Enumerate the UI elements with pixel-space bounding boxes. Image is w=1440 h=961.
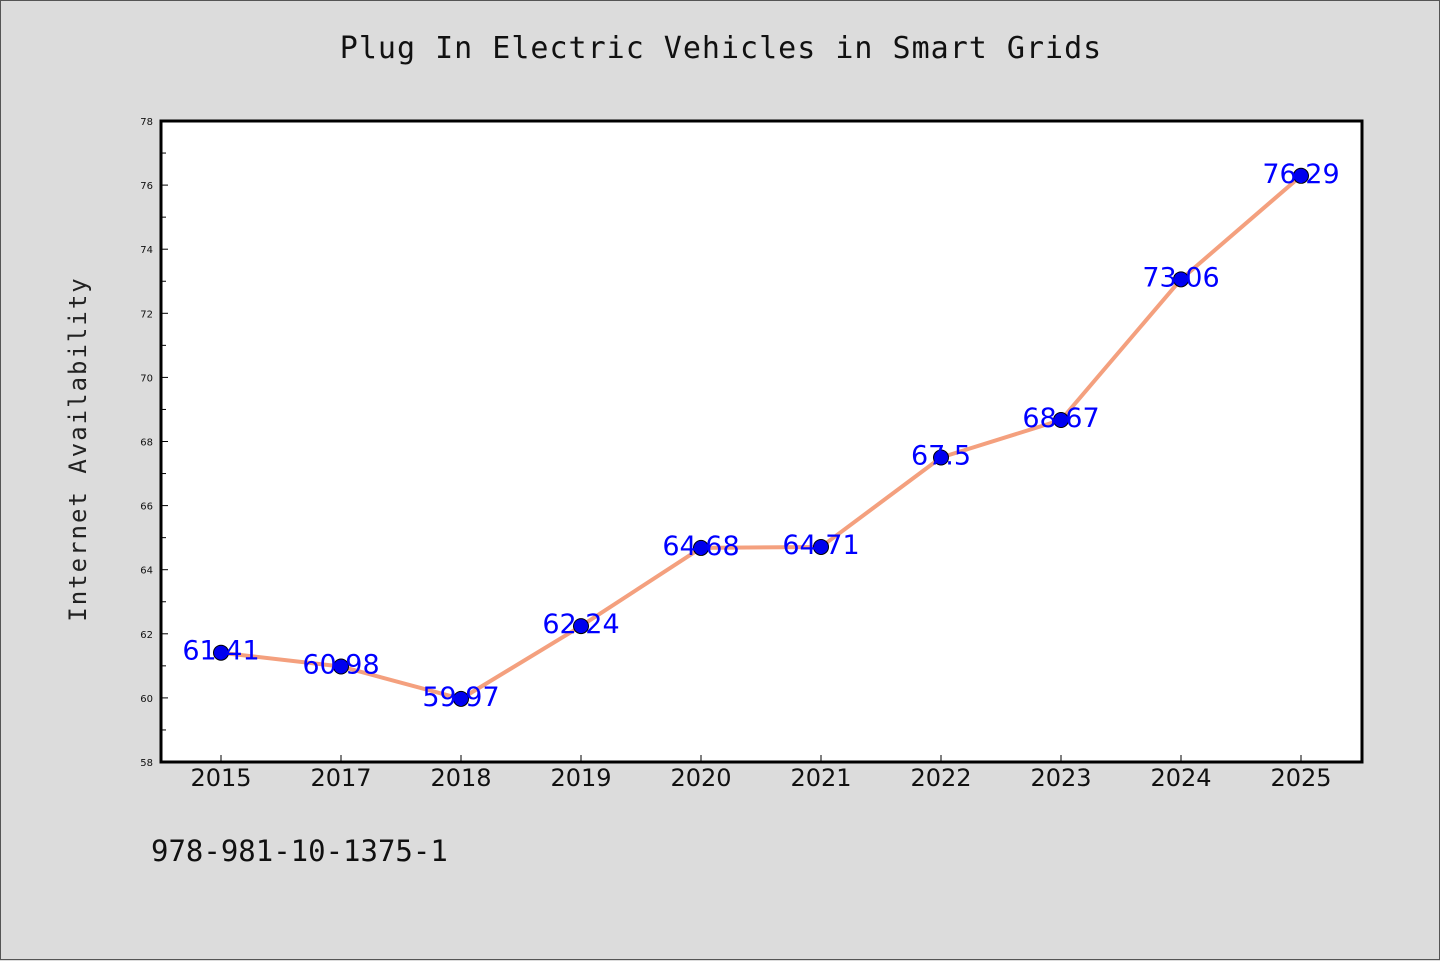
data-label: 64.71 — [782, 530, 859, 561]
plot-frame — [159, 119, 1364, 764]
x-tick-label: 2022 — [910, 764, 971, 792]
chart-title: Plug In Electric Vehicles in Smart Grids — [339, 31, 1103, 66]
data-label: 76.29 — [1262, 159, 1339, 190]
y-tick-label: 58 — [140, 758, 153, 769]
y-axis-ticks: 58 60 62 64 66 68 70 72 74 76 78 — [140, 117, 168, 769]
data-point-marker — [1053, 412, 1069, 429]
data-label: 61.41 — [182, 636, 259, 667]
y-tick-label: 68 — [140, 438, 153, 449]
data-label: 64.68 — [662, 531, 739, 562]
data-label: 60.98 — [302, 649, 379, 680]
data-point-marker — [453, 690, 469, 707]
data-point-marker — [213, 644, 229, 661]
data-label: 59.97 — [422, 682, 499, 713]
y-tick-label: 72 — [140, 309, 153, 320]
data-labels: 61.41 60.98 59.97 62.24 64.68 64.71 67.5 68.67 7… — [182, 159, 1339, 713]
x-tick-label: 2019 — [550, 764, 611, 792]
data-label: 62.24 — [542, 609, 619, 640]
data-series — [213, 167, 1309, 707]
series-line — [219, 173, 1303, 701]
y-tick-label: 62 — [140, 630, 153, 641]
data-point-marker — [813, 538, 829, 555]
data-point-marker — [573, 618, 589, 635]
x-tick-label: 2024 — [1150, 764, 1211, 792]
x-tick-label: 2021 — [790, 764, 851, 792]
data-label: 73.06 — [1142, 262, 1219, 293]
x-tick-label: 2015 — [190, 764, 251, 792]
data-point-marker — [693, 539, 709, 556]
data-label: 68.67 — [1022, 403, 1099, 434]
data-point-marker — [1173, 271, 1189, 288]
footer-identifier: 978-981-10-1375-1 — [151, 834, 448, 868]
data-point-marker — [1293, 167, 1309, 184]
x-tick-label: 2020 — [670, 764, 731, 792]
data-label: 67.5 — [911, 441, 971, 472]
y-tick-label: 60 — [140, 694, 153, 705]
x-axis-ticks: 2015 2017 2018 2019 2020 2021 2022 2023 2024 2025 — [190, 755, 1332, 792]
x-tick-label: 2023 — [1030, 764, 1091, 792]
x-tick-label: 2017 — [310, 764, 371, 792]
data-point-marker — [933, 449, 949, 466]
y-tick-label: 76 — [140, 181, 153, 192]
y-tick-label: 78 — [140, 117, 153, 128]
y-tick-label: 70 — [140, 373, 153, 384]
data-point-marker — [333, 658, 349, 675]
x-tick-label: 2025 — [1270, 764, 1331, 792]
x-tick-label: 2018 — [430, 764, 491, 792]
y-tick-label: 74 — [140, 245, 153, 256]
y-tick-label: 66 — [140, 502, 153, 513]
y-tick-label: 64 — [140, 566, 153, 577]
